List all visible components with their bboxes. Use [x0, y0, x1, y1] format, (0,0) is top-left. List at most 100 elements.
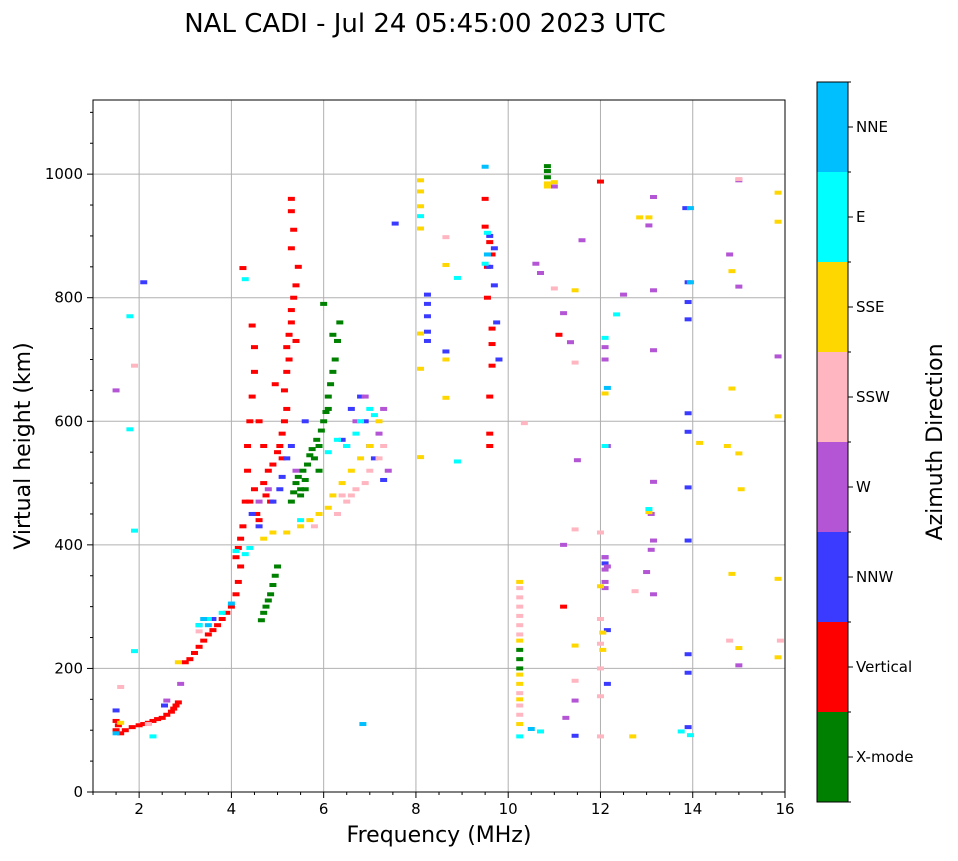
data-point [774, 354, 782, 359]
data-point [257, 618, 265, 623]
y-tick-label: 1000 [45, 165, 83, 183]
data-point [177, 681, 185, 686]
data-point [260, 536, 268, 541]
data-point [338, 493, 346, 498]
data-point [442, 395, 450, 400]
data-point [255, 524, 263, 529]
data-point [237, 564, 245, 569]
data-point [696, 440, 704, 445]
data-point [331, 357, 339, 362]
series-ssw [117, 177, 784, 739]
data-point [735, 177, 743, 182]
data-point [483, 230, 491, 235]
data-point [774, 414, 782, 419]
data-point [442, 357, 450, 362]
data-point [246, 419, 254, 424]
data-point [234, 579, 242, 584]
data-point [248, 511, 256, 516]
data-point [361, 419, 369, 424]
data-point [329, 332, 337, 337]
data-point [347, 406, 355, 411]
data-point [488, 342, 496, 347]
data-point [543, 169, 551, 174]
data-point [237, 536, 245, 541]
data-point [244, 468, 252, 473]
data-point [601, 579, 609, 584]
plot-area: 2 4 6 8 10 12 14 16 0 200 400 600 800 1000 [45, 99, 795, 818]
colorbar-tick-label: Vertical [856, 658, 912, 676]
data-point [442, 235, 450, 240]
data-point [117, 720, 125, 725]
x-tick-label: 10 [499, 800, 518, 818]
y-axis-ticks: 0 200 400 600 800 1000 [45, 111, 93, 801]
data-point [728, 386, 736, 391]
data-point [227, 604, 235, 609]
data-point [271, 573, 279, 578]
data-point [516, 666, 524, 671]
data-point [117, 731, 125, 736]
data-point [324, 406, 332, 411]
colorbar-tick-label: X-mode [856, 748, 913, 766]
data-point [297, 493, 305, 498]
data-point [163, 698, 171, 703]
data-point [566, 340, 574, 345]
data-point [352, 419, 360, 424]
data-point [423, 292, 431, 297]
data-point [603, 681, 611, 686]
data-point [677, 729, 685, 734]
data-point [603, 628, 611, 633]
data-point [516, 691, 524, 696]
data-point [287, 444, 295, 448]
data-point [596, 179, 604, 184]
data-point [276, 487, 284, 492]
data-point [375, 419, 383, 424]
data-point [338, 481, 346, 486]
data-point [112, 718, 120, 723]
data-point [195, 623, 203, 628]
data-point [728, 571, 736, 576]
data-point [596, 734, 604, 739]
data-point [294, 474, 302, 479]
data-point [131, 528, 139, 533]
data-point [144, 722, 152, 727]
data-point [195, 629, 203, 634]
data-point [686, 206, 694, 211]
data-point [126, 314, 134, 319]
data-point [486, 394, 494, 399]
data-point [571, 360, 579, 365]
data-point [417, 331, 425, 336]
data-point [276, 444, 284, 448]
data-point [135, 723, 143, 728]
data-point [483, 295, 491, 300]
data-point [320, 419, 328, 424]
data-point [290, 490, 298, 495]
data-point [161, 703, 169, 708]
data-point [453, 459, 461, 464]
data-point [380, 406, 388, 411]
series-w [112, 178, 782, 720]
data-point [338, 437, 346, 442]
colorbar-swatch [817, 442, 848, 532]
data-point [239, 524, 247, 529]
data-point [260, 610, 268, 615]
data-point [327, 382, 335, 387]
data-point [250, 369, 258, 374]
data-point [495, 357, 503, 362]
data-point [131, 363, 139, 368]
data-point [232, 555, 240, 560]
data-point [560, 542, 568, 547]
data-point [684, 652, 692, 657]
colorbar-swatch [817, 712, 848, 802]
data-point [601, 345, 609, 350]
y-tick-label: 200 [54, 659, 83, 677]
data-point [248, 323, 256, 328]
data-point [417, 455, 425, 460]
y-tick-label: 600 [54, 412, 83, 430]
data-point [613, 312, 621, 317]
data-point [516, 703, 524, 708]
data-point [241, 499, 249, 504]
data-point [287, 246, 295, 251]
data-point [200, 617, 208, 621]
data-point [366, 444, 374, 448]
data-point [306, 453, 314, 458]
